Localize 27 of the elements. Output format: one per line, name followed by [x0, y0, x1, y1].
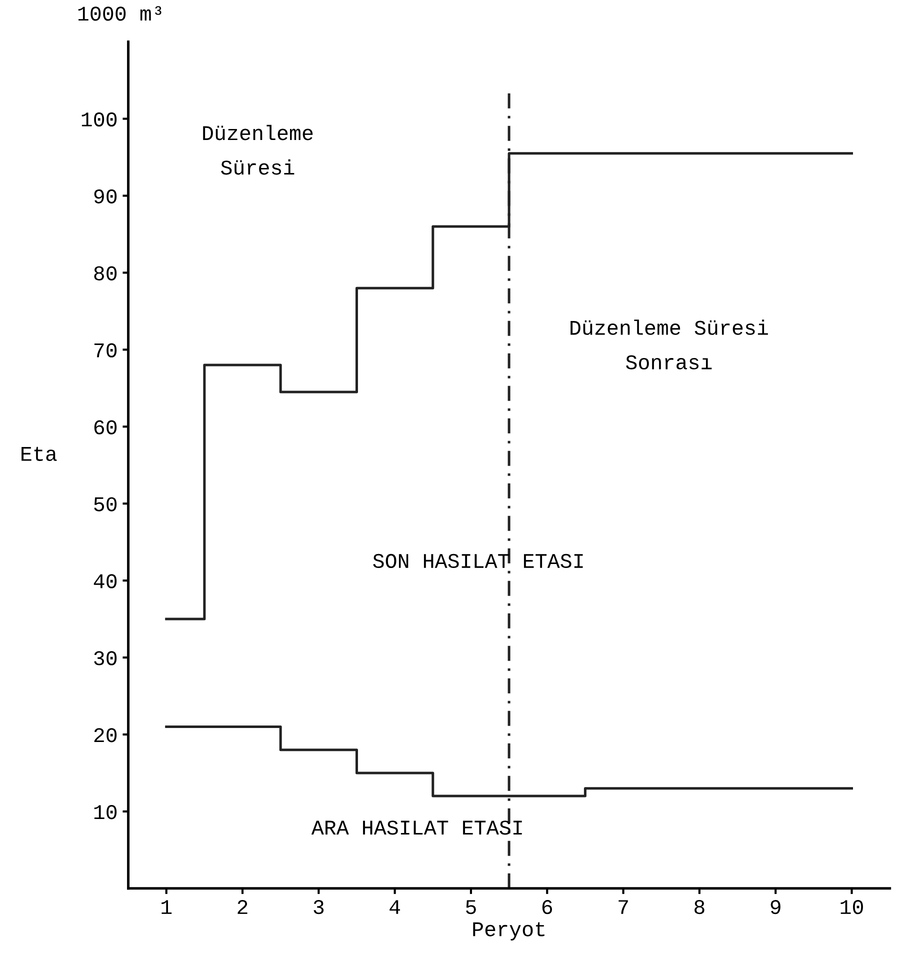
y-tick-label: 80: [94, 266, 117, 280]
x-axis-title: Peryot: [473, 922, 544, 940]
annotation: SON HASILAT ETASI: [373, 554, 583, 568]
x-tick-label: 3: [314, 900, 324, 914]
y-tick-label: 60: [94, 420, 117, 434]
x-tick-label: 6: [542, 900, 552, 914]
y-tick-label: 30: [94, 651, 117, 666]
y-tick-label: 10: [94, 805, 117, 820]
y-axis-title: Eta: [22, 446, 57, 461]
annotation: Düzenleme Süresi: [203, 124, 313, 175]
x-tick-label: 1: [162, 900, 172, 914]
y-tick-label: 40: [94, 574, 117, 588]
y-tick-label: 50: [94, 497, 117, 512]
x-tick-label: 10: [840, 900, 863, 914]
y-tick-label: 100: [82, 112, 117, 127]
x-tick-label: 5: [466, 900, 476, 914]
annotation: Düzenleme Süresi Sonrası: [570, 320, 768, 370]
x-tick-label: 8: [694, 900, 704, 914]
y-tick-label: 20: [94, 728, 117, 742]
y-tick-label: 70: [94, 343, 117, 358]
x-tick-label: 2: [238, 900, 248, 914]
x-tick-label: 7: [618, 900, 628, 914]
annotation: ARA HASILAT ETASI: [311, 820, 522, 835]
y-tick-label: 90: [94, 189, 117, 204]
text: 1000 m³: [78, 6, 162, 21]
x-tick-label: 4: [390, 900, 400, 914]
x-tick-label: 9: [770, 900, 780, 914]
